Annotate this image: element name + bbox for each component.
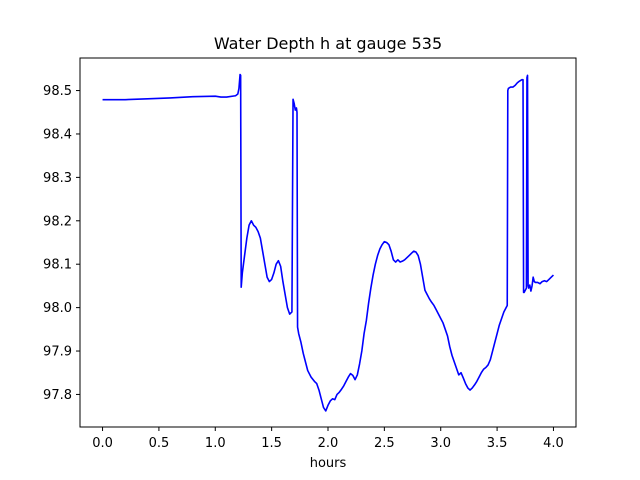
x-tick-label: 0.5 xyxy=(149,436,170,451)
plot-lines xyxy=(102,73,555,412)
plot-area xyxy=(80,58,576,427)
x-tick-label: 1.5 xyxy=(261,436,282,451)
x-tick-label: 3.0 xyxy=(430,436,451,451)
y-axis-ticks: 97.8 97.9 98.0 98.1 98.2 98.3 98.4 98.5 xyxy=(43,84,80,403)
x-axis-label: hours xyxy=(310,456,347,471)
x-tick-label: 3.5 xyxy=(487,436,508,451)
series-line-0 xyxy=(102,73,555,412)
y-tick-label: 98.3 xyxy=(43,171,72,186)
x-tick-label: 2.0 xyxy=(318,436,339,451)
y-tick-label: 98.0 xyxy=(43,301,72,316)
x-tick-label: 4.0 xyxy=(543,436,564,451)
y-tick-label: 98.2 xyxy=(43,214,72,229)
x-axis-ticks: 0.0 0.5 1.0 1.5 2.0 2.5 3.0 3.5 4.0 xyxy=(92,427,564,451)
y-tick-label: 97.8 xyxy=(43,388,72,403)
chart-title: Water Depth h at gauge 535 xyxy=(214,34,442,53)
x-tick-label: 2.5 xyxy=(374,436,395,451)
x-tick-label: 0.0 xyxy=(92,436,113,451)
y-tick-label: 97.9 xyxy=(43,345,72,360)
y-tick-label: 98.1 xyxy=(43,258,72,273)
y-tick-label: 98.4 xyxy=(43,127,72,142)
x-tick-label: 1.0 xyxy=(205,436,226,451)
y-tick-label: 98.5 xyxy=(43,84,72,99)
plot-frame xyxy=(79,57,577,428)
